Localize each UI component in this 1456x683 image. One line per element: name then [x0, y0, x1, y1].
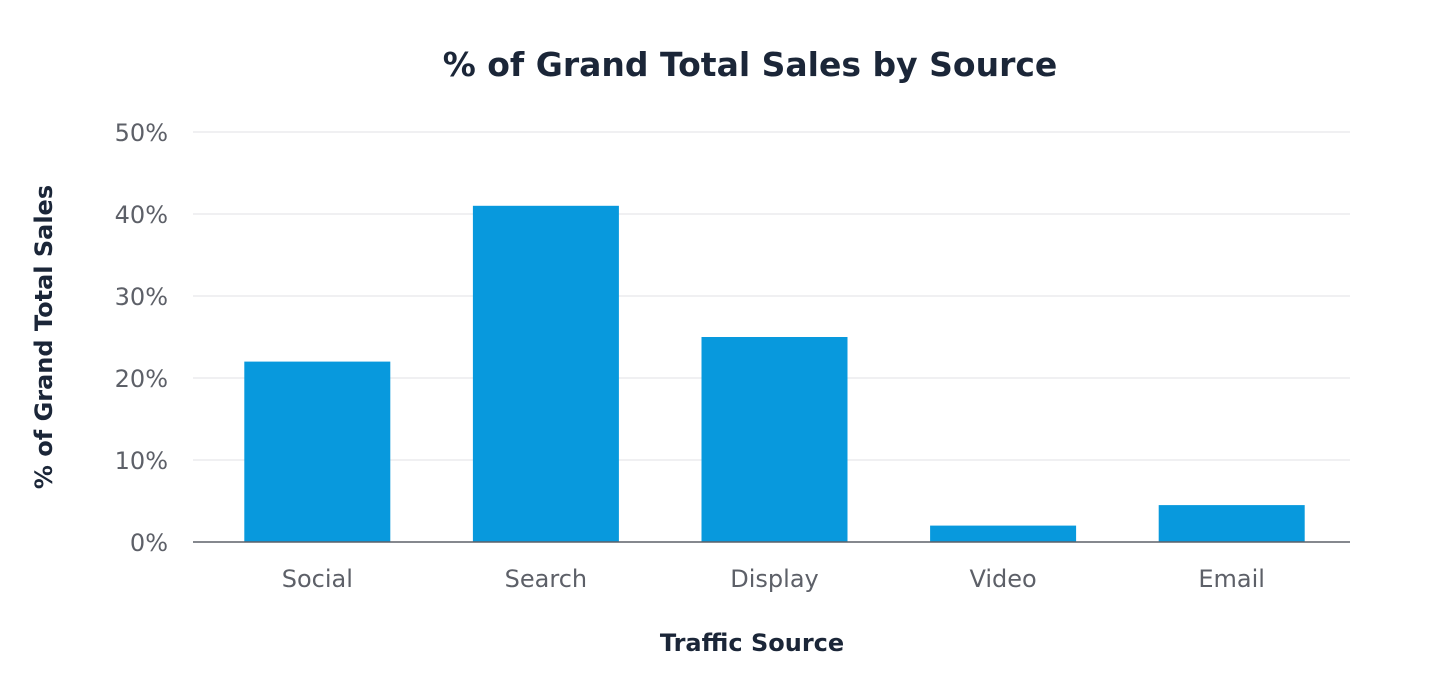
bar-video	[930, 525, 1077, 542]
bar-social	[244, 361, 391, 542]
bar-search	[472, 205, 619, 543]
y-tick-label: 10%	[115, 447, 168, 475]
y-tick-label: 50%	[115, 119, 168, 147]
x-tick-label: Search	[505, 565, 587, 593]
y-tick-label: 40%	[115, 201, 168, 229]
x-tick-label: Email	[1198, 565, 1265, 593]
y-axis-title: % of Grand Total Sales	[30, 185, 58, 489]
bar-email	[1158, 505, 1305, 542]
chart-title: % of Grand Total Sales by Source	[443, 45, 1058, 84]
bar-display	[701, 337, 848, 542]
x-tick-label: Social	[282, 565, 353, 593]
x-tick-label: Display	[730, 565, 818, 593]
y-tick-label: 20%	[115, 365, 168, 393]
y-tick-label: 0%	[130, 529, 168, 557]
x-axis-title: Traffic Source	[660, 629, 844, 657]
x-tick-label: Video	[969, 565, 1036, 593]
x-axis-tick-labels: Social Search Display Video Email	[282, 565, 1265, 593]
bars	[244, 205, 1305, 543]
y-tick-label: 30%	[115, 283, 168, 311]
y-axis-tick-labels: 0% 10% 20% 30% 40% 50%	[115, 119, 168, 557]
